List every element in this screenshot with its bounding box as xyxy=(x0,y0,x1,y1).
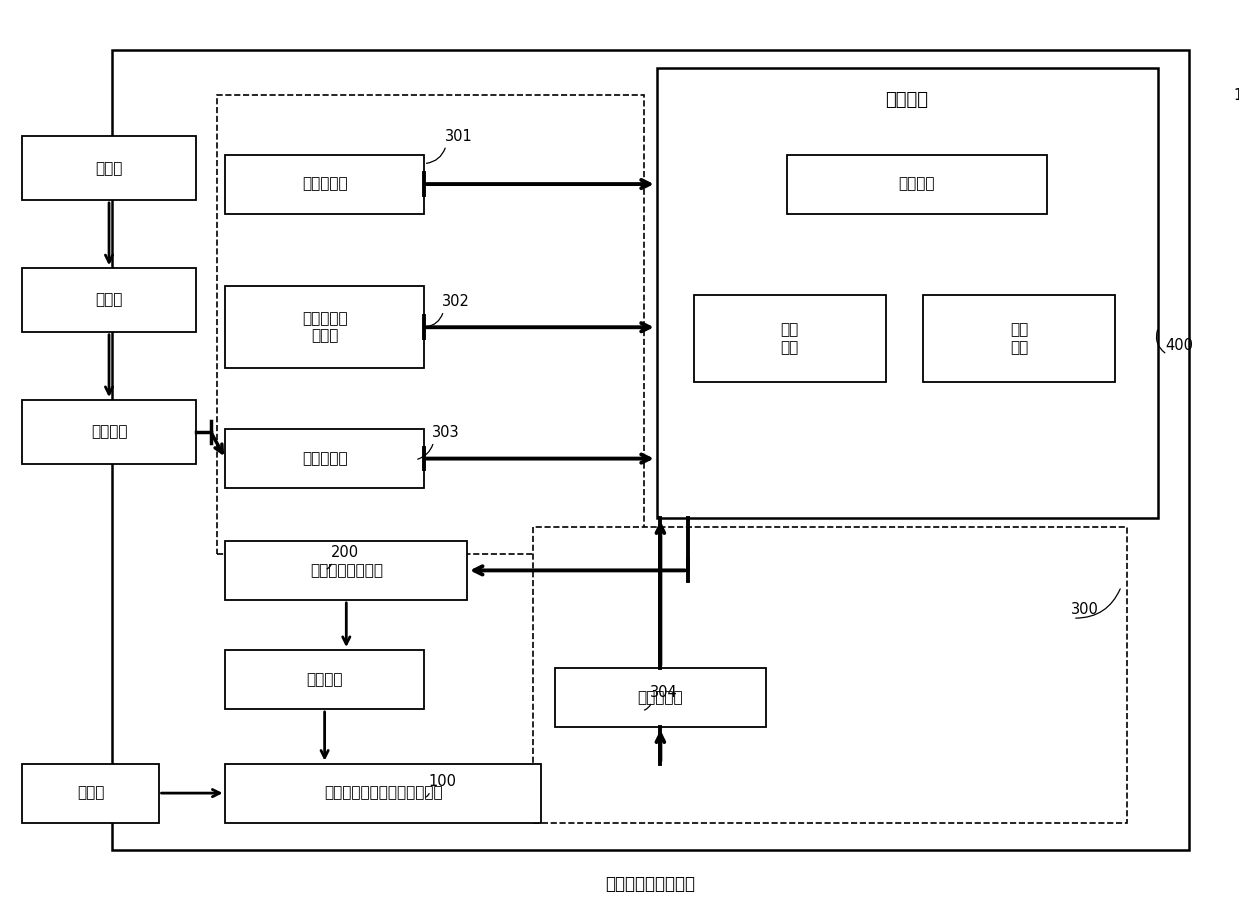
Text: 控制单元: 控制单元 xyxy=(886,91,928,109)
Text: 303: 303 xyxy=(432,425,460,440)
Text: 方向盘: 方向盘 xyxy=(95,293,123,307)
Bar xyxy=(694,295,886,382)
Bar xyxy=(657,68,1158,518)
Text: 200: 200 xyxy=(331,545,358,560)
Text: 信号处理: 信号处理 xyxy=(898,176,935,192)
Bar xyxy=(225,541,467,600)
Bar xyxy=(225,764,541,823)
Text: 302: 302 xyxy=(442,295,470,309)
Bar xyxy=(787,155,1047,214)
Text: 100: 100 xyxy=(429,774,456,789)
Text: 稳定杆: 稳定杆 xyxy=(77,785,104,801)
Text: 转角传感器: 转角传感器 xyxy=(302,451,347,466)
Bar xyxy=(112,50,1189,850)
Text: 前、后侧稳定杆刚度调节机构: 前、后侧稳定杆刚度调节机构 xyxy=(325,785,442,801)
Text: 驾驶员: 驾驶员 xyxy=(95,161,123,175)
Text: 301: 301 xyxy=(445,129,472,144)
Text: 转向管柱: 转向管柱 xyxy=(90,425,128,439)
Text: 数据
运算: 数据 运算 xyxy=(1010,323,1028,355)
Text: 304: 304 xyxy=(650,685,678,700)
Text: 逻辑
判断: 逻辑 判断 xyxy=(781,323,799,355)
Text: 减速机构: 减速机构 xyxy=(306,672,343,687)
Text: 10: 10 xyxy=(1233,88,1239,103)
Text: 侧向加速度
传感器: 侧向加速度 传感器 xyxy=(302,311,347,344)
Bar xyxy=(22,268,196,332)
Text: 车速传感器: 车速传感器 xyxy=(302,176,347,192)
Bar xyxy=(225,650,424,709)
Bar xyxy=(555,668,766,727)
Bar xyxy=(22,764,159,823)
Bar xyxy=(22,136,196,200)
Bar xyxy=(217,95,644,554)
Text: 300: 300 xyxy=(1072,602,1099,616)
Text: 400: 400 xyxy=(1166,338,1193,353)
Bar xyxy=(225,286,424,368)
Text: 刚度传感器: 刚度传感器 xyxy=(638,690,683,705)
Bar xyxy=(225,429,424,488)
Bar xyxy=(533,527,1127,823)
Bar xyxy=(22,400,196,464)
Bar xyxy=(923,295,1115,382)
Bar xyxy=(225,155,424,214)
Text: 车辆的转向控制系统: 车辆的转向控制系统 xyxy=(606,874,695,893)
Text: 前、后侧助力电机: 前、后侧助力电机 xyxy=(310,563,383,578)
